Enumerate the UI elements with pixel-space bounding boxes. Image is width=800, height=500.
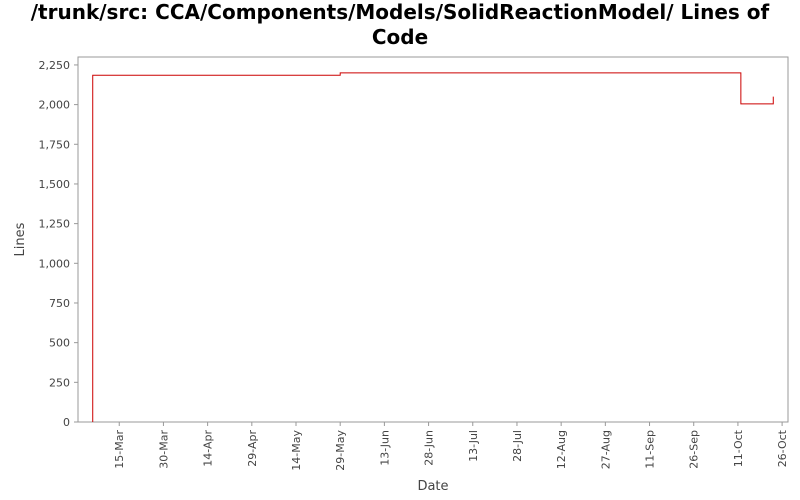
y-tick-label: 0 <box>63 416 70 429</box>
y-tick-label: 1,000 <box>39 257 71 270</box>
series-line <box>92 72 774 422</box>
x-tick-label: 29-Apr <box>246 430 259 467</box>
x-tick-label: 27-Aug <box>599 430 612 469</box>
x-tick-label: 13-Jul <box>467 430 480 462</box>
y-tick-label: 1,250 <box>39 218 71 231</box>
x-tick-label: 14-May <box>290 430 303 471</box>
y-tick-label: 2,000 <box>39 99 71 112</box>
chart-title: /trunk/src: CCA/Components/Models/SolidR… <box>0 0 800 50</box>
y-tick-label: 250 <box>49 376 70 389</box>
x-axis-label: Date <box>417 479 448 494</box>
chart-title-line-2: Code <box>371 25 429 49</box>
x-axis: 15-Mar 30-Mar 14-Apr 29-Apr 14-May 29-May 13-J… <box>113 422 789 471</box>
x-tick-label: 12-Aug <box>555 430 568 469</box>
x-tick-label: 11-Oct <box>732 429 745 467</box>
y-tick-label: 2,250 <box>39 59 71 72</box>
y-axis: 0 250 500 750 1,000 1,250 1,500 1,750 2,000 2,250 <box>39 59 78 429</box>
y-tick-label: 750 <box>49 297 70 310</box>
y-tick-label: 500 <box>49 337 70 350</box>
x-tick-label: 13-Jun <box>378 430 391 466</box>
x-tick-label: 26-Sep <box>688 430 701 469</box>
plot-background <box>77 56 789 423</box>
x-tick-label: 26-Oct <box>776 429 789 467</box>
x-tick-label: 28-Jul <box>511 430 524 462</box>
y-tick-label: 1,500 <box>39 178 71 191</box>
x-tick-label: 14-Apr <box>202 430 215 467</box>
chart-title-line-1: /trunk/src: CCA/Components/Models/SolidR… <box>30 0 770 24</box>
y-axis-label: Lines <box>13 222 28 256</box>
series-group <box>92 72 774 422</box>
x-tick-label: 15-Mar <box>113 430 126 469</box>
x-tick-label: 11-Sep <box>644 430 657 469</box>
x-tick-label: 30-Mar <box>157 430 170 469</box>
x-tick-label: 28-Jun <box>423 430 436 466</box>
y-tick-label: 1,750 <box>39 138 71 151</box>
x-tick-label: 29-May <box>334 430 347 471</box>
